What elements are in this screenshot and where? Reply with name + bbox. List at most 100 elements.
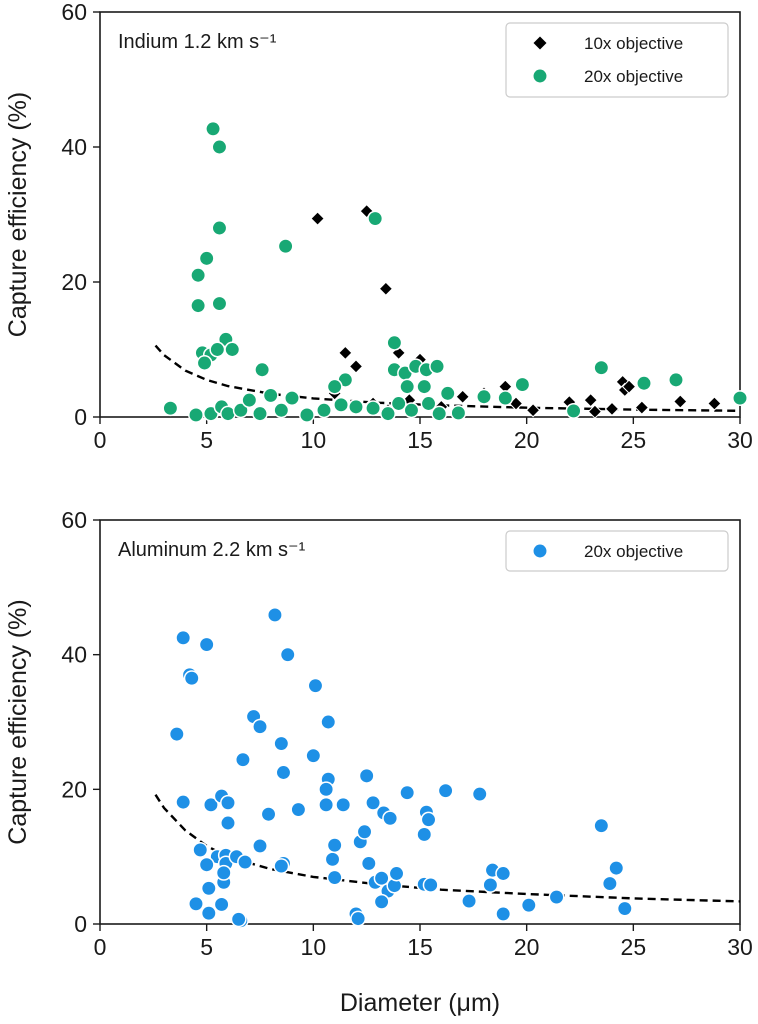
data-point-circle [326,378,343,395]
data-point-circle [601,875,618,892]
data-point-circle [254,361,271,378]
data-point-circle [213,896,230,913]
data-point-circle [367,210,384,227]
data-point-circle [386,334,403,351]
data-point-circle [316,402,332,419]
series-20x-objective [162,120,748,423]
data-point-circle [220,815,236,831]
data-point-circle [356,823,373,840]
panel-title: Aluminum 2.2 km s⁻¹ [118,539,306,561]
data-point-circle [252,837,268,854]
legend-label: 10x objective [584,34,683,53]
data-point-circle [175,794,192,811]
data-point-diamond [673,394,688,409]
data-point-circle [326,869,343,886]
data-point-circle [211,295,228,312]
data-point-circle [422,876,439,893]
data-point-circle [365,794,382,811]
data-point-circle [198,856,215,873]
data-point-circle [593,817,610,834]
data-point-circle [514,376,531,393]
data-point-diamond [378,281,394,296]
data-point-diamond [621,379,637,394]
data-point-circle [548,889,565,906]
data-point-circle [205,120,222,137]
y-tick-label: 40 [61,134,87,160]
legend-marker-circle [532,543,548,559]
data-point-circle [188,407,204,423]
data-point-circle [318,781,335,798]
data-point-circle [382,810,399,827]
data-point-circle [358,767,375,784]
legend-marker-circle [532,68,548,84]
legend-label: 20x objective [584,67,683,86]
plot-frame [99,519,741,925]
data-point-circle [260,806,277,823]
x-tick-label: 25 [621,934,647,960]
legend-box [505,22,729,98]
y-tick-label: 0 [74,404,87,430]
data-point-circle [168,726,185,743]
data-point-circle [495,865,512,882]
data-point-circle [162,400,179,417]
data-point-circle [232,402,249,419]
data-point-circle [668,371,684,388]
data-point-circle [461,893,478,910]
x-tick-label: 10 [301,427,327,453]
data-point-diamond [604,401,620,417]
y-tick-label: 40 [61,642,87,668]
data-point-circle [450,405,467,421]
data-point-circle [183,670,200,687]
data-point-circle [732,390,748,407]
y-tick-label: 60 [61,0,87,25]
data-point-circle [198,636,215,653]
data-point-circle [266,606,283,623]
data-point-circle [324,851,341,868]
data-point-circle [335,796,352,813]
data-point-circle [380,405,396,422]
data-point-circle [198,250,215,267]
data-point-circle [237,854,254,871]
y-axis-label: Capture efficiency (%) [4,92,32,337]
data-point-circle [439,385,456,402]
data-point-circle [211,139,228,155]
y-tick-label: 0 [74,911,87,937]
y-tick-label: 20 [61,776,87,802]
data-point-circle [360,855,377,872]
data-point-circle [190,267,207,284]
data-point-circle [273,858,290,875]
data-point-diamond [634,400,650,415]
legend: 20x objective [505,530,729,572]
data-point-circle [616,900,633,917]
x-axis-label: Diameter (μm) [340,989,500,1017]
y-axis-label: Capture efficiency (%) [4,599,32,844]
data-point-circle [224,341,241,358]
data-point-circle [275,764,292,781]
data-point-circle [399,784,416,801]
x-tick-label: 20 [514,427,540,453]
x-tick-label: 10 [301,934,327,960]
data-point-diamond [583,392,598,408]
data-point-circle [202,796,219,813]
data-point-circle [348,398,364,415]
data-point-circle [192,841,209,858]
data-point-circle [373,870,390,887]
data-point-circle [273,735,290,752]
y-tick-label: 20 [61,269,87,295]
data-point-diamond [338,345,353,361]
data-point-circle [476,388,492,405]
data-point-circle [215,864,232,881]
data-point-circle [437,782,454,799]
data-point-diamond [707,396,722,411]
data-point-circle [277,238,294,255]
data-point-circle [482,876,499,893]
legend-marker-diamond [533,36,547,50]
series-20x-objective [168,606,633,929]
fit-curve [154,794,740,903]
data-point-diamond [310,211,325,226]
data-point-circle [190,297,207,314]
data-point-circle [290,801,307,818]
x-tick-label: 0 [94,427,107,453]
data-point-circle [252,405,268,422]
data-point-circle [365,400,382,417]
